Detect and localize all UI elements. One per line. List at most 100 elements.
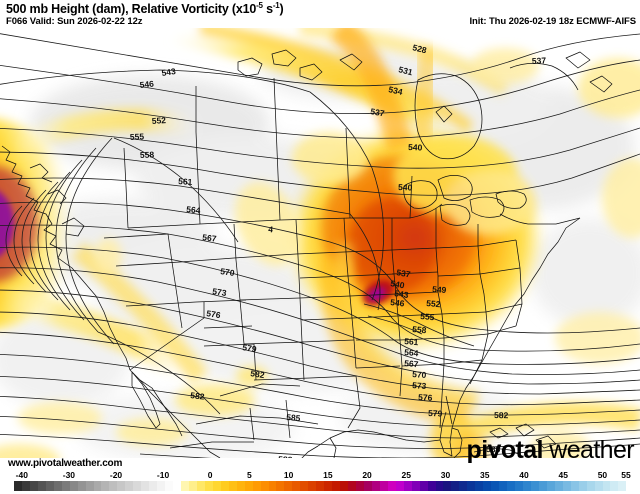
svg-text:576: 576: [418, 392, 433, 403]
colorbar-cell: [14, 481, 22, 491]
colorbar-cell: [316, 481, 325, 491]
colorbar-cell: [379, 481, 388, 491]
colorbar-cell: [212, 481, 221, 491]
contour-label: 540: [390, 278, 406, 290]
contour-label: 585: [486, 444, 501, 454]
colorbar-cell: [332, 481, 341, 491]
colorbar-tick: 20: [362, 470, 372, 480]
colorbar-tick: 0: [207, 470, 213, 480]
colorbar-cell: [181, 481, 189, 491]
colorbar-cell: [459, 481, 468, 491]
svg-text:540: 540: [408, 142, 423, 152]
colorbar-cell: [149, 481, 158, 491]
colorbar-tick: 30: [440, 470, 451, 480]
colorbar-cell: [300, 481, 309, 491]
colorbar-cell: [125, 481, 134, 491]
contour-label: 543: [394, 288, 410, 300]
svg-text:558: 558: [412, 324, 427, 335]
contour-label: 555: [420, 311, 435, 322]
colorbar-cell: [467, 481, 476, 491]
colorbar-cell: [348, 481, 356, 491]
contour-label: 531: [398, 64, 414, 77]
svg-text:573: 573: [212, 286, 228, 298]
colorbar-cell: [157, 481, 166, 491]
colorbar-tick: -10: [156, 470, 170, 480]
contour-label: 576: [206, 308, 222, 320]
svg-text:537: 537: [396, 267, 412, 279]
colorbar-cell: [228, 481, 237, 491]
colorbar-cell: [578, 481, 587, 491]
contour-label: 558: [140, 150, 155, 160]
svg-text:573: 573: [412, 380, 427, 391]
colorbar-cell: [252, 481, 261, 491]
contour-label: 555: [130, 131, 145, 142]
colorbar-cell: [371, 481, 380, 491]
contour-label: 546: [139, 79, 154, 90]
colorbar-cell: [85, 481, 94, 491]
svg-text:549: 549: [432, 284, 447, 295]
svg-text:531: 531: [398, 64, 414, 77]
map-canvas[interactable]: 543 546 552 555 558 561 564 567 570 573 …: [0, 28, 640, 458]
contour-label: 552: [151, 115, 166, 126]
colorbar-cell: [507, 481, 516, 491]
contour-label: 567: [202, 232, 218, 244]
contour-label: 573: [412, 380, 427, 391]
colorbar-cell: [443, 481, 452, 491]
colorbar-tick: 25: [401, 470, 412, 480]
svg-text:537: 537: [370, 106, 386, 118]
svg-text:582: 582: [250, 368, 266, 380]
colorbar-cell: [37, 481, 46, 491]
svg-text:528: 528: [412, 42, 428, 55]
colorbar-cell: [45, 481, 54, 491]
contour-label: 549: [432, 284, 447, 295]
colorbar-tick: 5: [247, 470, 252, 480]
contour-label: 534: [388, 84, 404, 97]
colorbar-cell: [395, 481, 404, 491]
svg-text:585: 585: [286, 412, 301, 423]
colorbar-cell: [133, 481, 142, 491]
colorbar-cell: [491, 481, 500, 491]
colorbar-tick: 40: [519, 470, 529, 480]
colorbar-cell: [340, 481, 349, 491]
colorbar-cell: [141, 481, 150, 491]
colorbar-cell: [236, 481, 245, 491]
colorbar-cell: [284, 481, 293, 491]
contour-label: 4: [268, 224, 274, 234]
colorbar-cell: [77, 481, 86, 491]
contour-label: 576: [418, 392, 433, 403]
colorbar-cell: [109, 481, 118, 491]
svg-text:4: 4: [268, 224, 274, 234]
svg-text:564: 564: [186, 204, 201, 215]
colorbar-cell: [188, 481, 197, 491]
svg-text:561: 561: [404, 336, 419, 347]
svg-text:543: 543: [161, 66, 177, 78]
svg-text:561: 561: [178, 176, 193, 187]
colorbar-tick: -20: [109, 470, 123, 480]
colorbar-cell: [21, 481, 30, 491]
contour-label: 537: [532, 55, 547, 66]
colorbar-cell: [53, 481, 62, 491]
svg-text:570: 570: [412, 369, 427, 380]
colorbar-cell: [523, 481, 531, 491]
logo-bold-text: pivotal: [466, 436, 544, 464]
contour-label: 570: [220, 266, 236, 278]
colorbar-tick: 15: [323, 470, 333, 480]
colorbar-cell: [618, 481, 627, 491]
height-contours: [0, 33, 640, 458]
colorbar-cell: [499, 481, 508, 491]
svg-text:540: 540: [398, 182, 413, 192]
svg-text:579: 579: [428, 408, 443, 418]
colorbar-cell: [586, 481, 595, 491]
colorbar-cell: [610, 481, 619, 491]
colorbar-cell: [570, 481, 579, 491]
contour-label: 582: [190, 390, 206, 402]
colorbar-cell: [268, 481, 277, 491]
colorbar-cell: [602, 481, 611, 491]
colorbar-cell: [546, 481, 555, 491]
valid-time-label: F066 Valid: Sun 2026-02-22 12z: [6, 16, 143, 27]
colorbar-cell: [117, 481, 126, 491]
colorbar-cell: [324, 481, 333, 491]
contour-label: 564: [186, 204, 201, 215]
svg-text:555: 555: [420, 311, 435, 322]
